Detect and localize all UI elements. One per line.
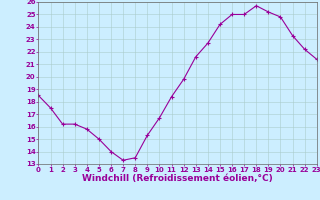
X-axis label: Windchill (Refroidissement éolien,°C): Windchill (Refroidissement éolien,°C) <box>82 174 273 183</box>
